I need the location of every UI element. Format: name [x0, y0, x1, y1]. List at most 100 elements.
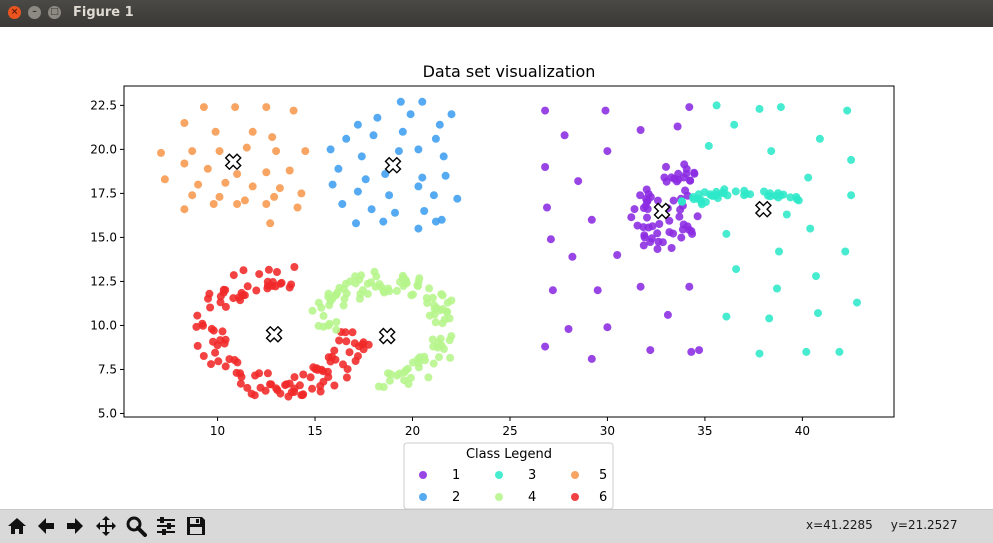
data-point [342, 134, 351, 143]
data-point [694, 190, 703, 199]
data-point [648, 222, 657, 231]
data-point [613, 251, 622, 259]
data-point [601, 106, 610, 115]
data-point [636, 191, 645, 200]
data-point [685, 103, 694, 112]
centroid-shape [384, 156, 402, 174]
data-point [330, 346, 339, 355]
data-point [317, 303, 326, 312]
data-point [272, 147, 281, 156]
data-point [192, 322, 201, 331]
forward-button[interactable] [62, 514, 88, 538]
data-point [647, 234, 656, 243]
data-point [603, 147, 612, 156]
axes-frame [123, 85, 895, 418]
data-point [439, 152, 448, 161]
configure-subplots-button[interactable] [153, 514, 179, 538]
window-title: Figure 1 [73, 5, 134, 20]
centroid-marker [754, 200, 772, 218]
maximize-window-button[interactable]: □ [48, 6, 61, 19]
subplots-config-icon [157, 517, 175, 535]
data-point [229, 294, 238, 303]
save-button[interactable] [183, 514, 209, 538]
data-point [731, 187, 740, 196]
home-button[interactable] [4, 514, 30, 538]
y-tick-label: 12.5 [90, 274, 117, 288]
close-window-button[interactable]: × [8, 6, 21, 19]
data-point [361, 175, 370, 184]
data-point [423, 299, 432, 307]
pan-button[interactable] [93, 514, 119, 538]
data-point [273, 386, 282, 394]
data-point [430, 301, 439, 310]
data-point [211, 127, 220, 136]
data-point [681, 186, 690, 195]
y-tick-label: 15.0 [90, 230, 117, 244]
data-point [773, 284, 781, 293]
back-arrow-icon [38, 518, 54, 534]
window-titlebar: × – □ Figure 1 [0, 0, 993, 27]
data-point [445, 314, 454, 323]
data-point [679, 173, 688, 182]
legend-box [403, 442, 614, 509]
data-point [394, 147, 403, 156]
data-point [319, 367, 328, 376]
back-button[interactable] [33, 514, 59, 538]
data-point [690, 168, 699, 177]
centroid-shape [378, 327, 396, 345]
data-point [396, 97, 405, 106]
data-point [438, 291, 447, 300]
data-point [429, 359, 438, 368]
navigation-toolbar: x=41.2285 y=21.2527 [0, 509, 993, 543]
data-point [431, 217, 440, 226]
data-point [298, 391, 307, 400]
data-point [306, 373, 315, 382]
data-point [357, 152, 366, 161]
data-point [653, 229, 662, 238]
data-point [424, 373, 433, 382]
data-point [330, 381, 339, 390]
data-point [560, 131, 569, 140]
data-point [233, 170, 242, 178]
data-point [428, 335, 437, 344]
data-point [215, 147, 224, 156]
data-point [188, 147, 197, 156]
legend-marker [571, 471, 579, 479]
data-point [755, 349, 764, 358]
data-point [662, 162, 670, 171]
data-point [719, 189, 728, 198]
data-point [240, 196, 249, 205]
data-point [688, 229, 697, 238]
data-point [268, 281, 277, 290]
data-point [373, 113, 382, 122]
data-point [453, 194, 462, 203]
data-point [767, 147, 776, 156]
data-point [262, 200, 271, 208]
zoom-button[interactable] [123, 514, 149, 538]
data-point [319, 377, 328, 386]
data-point [239, 266, 248, 275]
minimize-window-button[interactable]: – [28, 6, 41, 19]
data-point [548, 286, 557, 295]
data-point [242, 143, 251, 152]
coord-y-readout: y=21.2527 [890, 518, 958, 532]
data-point [290, 384, 299, 393]
legend-label: 6 [599, 490, 607, 505]
data-point [574, 177, 583, 186]
y-tick-label: 22.5 [90, 98, 117, 112]
x-tick-label: 15 [307, 424, 322, 438]
centroid-shape [653, 202, 671, 220]
data-point [689, 195, 698, 204]
data-point [730, 120, 739, 129]
data-point [262, 168, 271, 177]
data-point [285, 379, 294, 388]
data-point [447, 110, 456, 119]
data-point [367, 205, 376, 214]
data-point [414, 145, 423, 154]
data-point [264, 265, 273, 274]
data-point [722, 229, 731, 238]
data-point [806, 224, 815, 233]
y-tick-label: 20.0 [90, 142, 117, 156]
data-point [309, 363, 318, 372]
data-point [414, 359, 423, 367]
